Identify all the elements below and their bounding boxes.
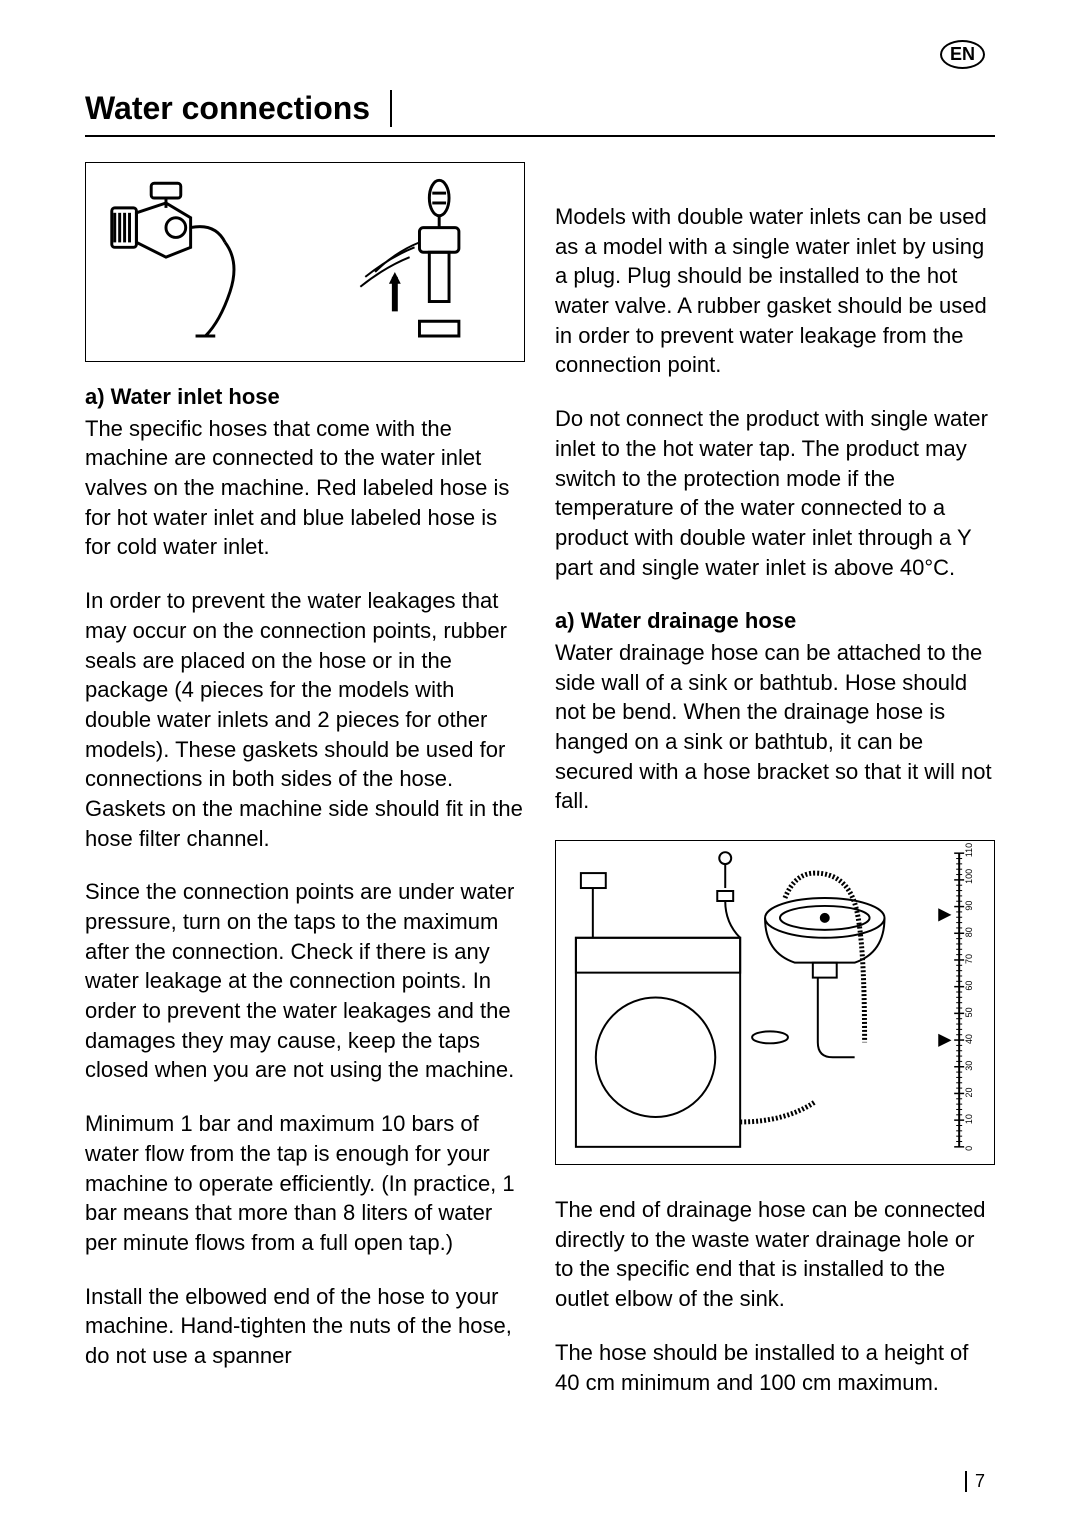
page-number: 7 <box>965 1471 985 1492</box>
language-badge: EN <box>940 40 985 69</box>
figure-inlet-left <box>86 163 305 361</box>
svg-text:110: 110 <box>964 843 974 857</box>
right-p5: The hose should be installed to a height… <box>555 1338 995 1397</box>
svg-text:80: 80 <box>964 927 974 937</box>
left-p5: Install the elbowed end of the hose to y… <box>85 1282 525 1371</box>
right-p3: Water drainage hose can be attached to t… <box>555 638 995 816</box>
svg-text:10: 10 <box>964 1114 974 1124</box>
left-p4: Minimum 1 bar and maximum 10 bars of wat… <box>85 1109 525 1257</box>
title-divider <box>85 135 995 137</box>
page-title: Water connections <box>85 90 392 127</box>
figure-inlet-right <box>305 163 524 361</box>
svg-text:50: 50 <box>964 1007 974 1017</box>
content-columns: a) Water inlet hose The specific hoses t… <box>85 162 995 1421</box>
svg-text:0: 0 <box>964 1146 974 1151</box>
svg-text:90: 90 <box>964 901 974 911</box>
right-p2: Do not connect the product with single w… <box>555 404 995 582</box>
right-p4: The end of drainage hose can be connecte… <box>555 1195 995 1314</box>
svg-text:70: 70 <box>964 954 974 964</box>
svg-text:60: 60 <box>964 981 974 991</box>
left-column: a) Water inlet hose The specific hoses t… <box>85 162 525 1421</box>
right-p1: Models with double water inlets can be u… <box>555 202 995 380</box>
figure-drainage: 0 10 20 30 40 50 60 70 80 90 100 110 <box>555 840 995 1165</box>
subhead-drain: a) Water drainage hose <box>555 606 995 636</box>
svg-text:100: 100 <box>964 869 974 884</box>
subhead-inlet: a) Water inlet hose <box>85 382 525 412</box>
svg-text:30: 30 <box>964 1061 974 1071</box>
left-p2: In order to prevent the water leakages t… <box>85 586 525 853</box>
right-column: Models with double water inlets can be u… <box>555 162 995 1421</box>
svg-text:20: 20 <box>964 1088 974 1098</box>
svg-text:40: 40 <box>964 1034 974 1044</box>
left-p3: Since the connection points are under wa… <box>85 877 525 1085</box>
right-spacer <box>555 162 995 202</box>
left-p1: The specific hoses that come with the ma… <box>85 414 525 562</box>
figure-inlet-hose <box>85 162 525 362</box>
